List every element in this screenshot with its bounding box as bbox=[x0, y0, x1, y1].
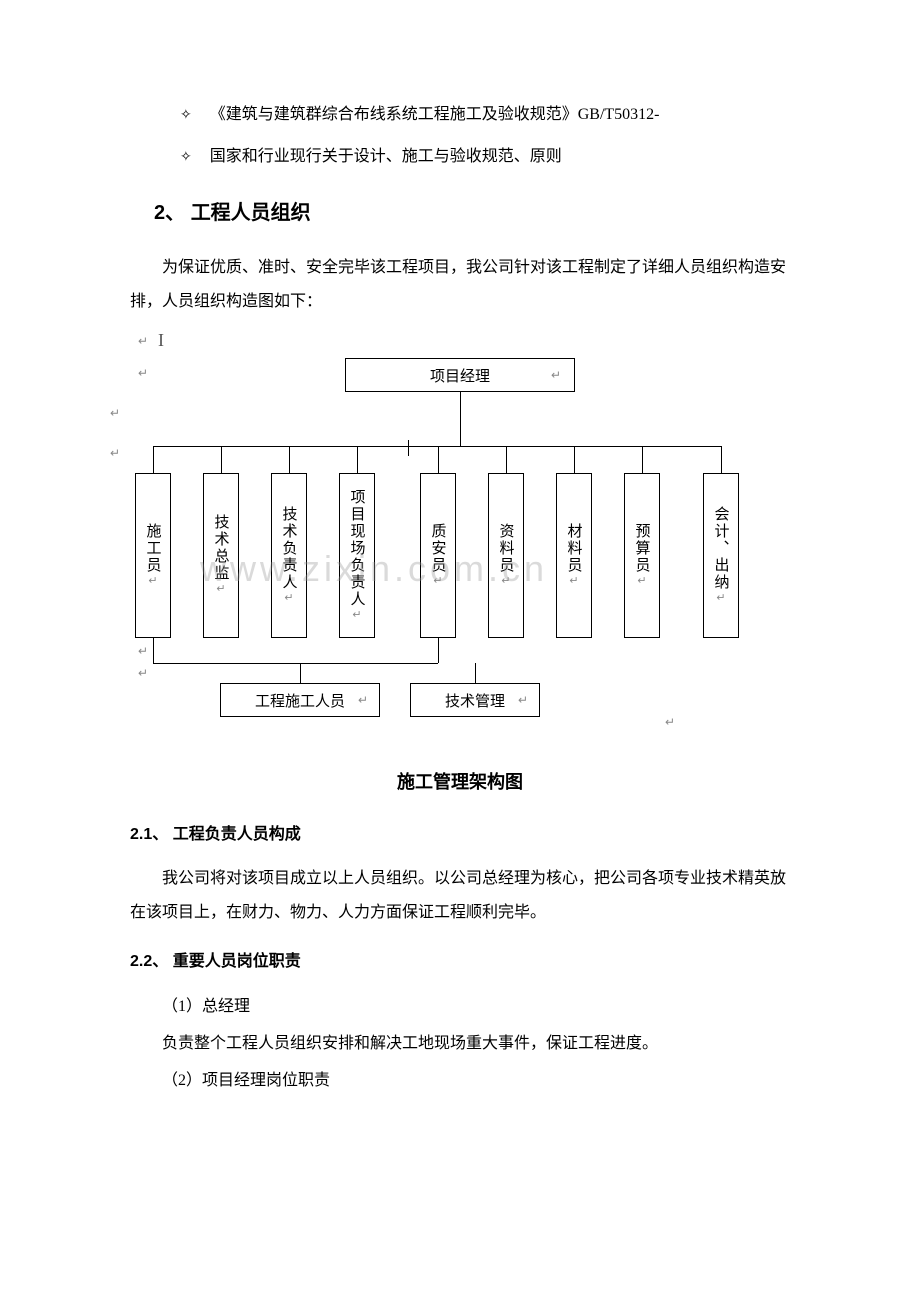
org-node-leaf: 会计、出纳 ↵ bbox=[703, 473, 739, 638]
diagram-caption: 施工管理架构图 bbox=[130, 768, 790, 794]
list-item: （2）项目经理岗位职责 bbox=[162, 1063, 790, 1100]
connector-line bbox=[475, 663, 476, 683]
connector-line bbox=[153, 663, 438, 664]
org-chart: ↵I↵↵↵项目经理↵施工员 ↵技术总监 ↵技术负责人 ↵项目现场负责人 ↵质安员… bbox=[120, 328, 780, 738]
connector-line bbox=[153, 638, 154, 663]
paragraph-mark-icon: ↵ bbox=[518, 693, 528, 708]
org-node-top: 项目经理 bbox=[345, 358, 575, 392]
paragraph-mark-icon: ↵ bbox=[138, 334, 148, 349]
connector-line bbox=[221, 446, 222, 473]
subsection-heading: 2.2、 重要人员岗位职责 bbox=[130, 947, 790, 971]
connector-line bbox=[642, 446, 643, 473]
connector-line bbox=[153, 446, 154, 473]
subsection-title: 重要人员岗位职责 bbox=[173, 953, 301, 970]
section-number: 2、 bbox=[154, 202, 185, 224]
section-title: 工程人员组织 bbox=[191, 202, 311, 224]
connector-line bbox=[357, 446, 358, 473]
list-item: 负责整个工程人员组织安排和解决工地现场重大事件，保证工程进度。 bbox=[162, 1026, 790, 1063]
paragraph-mark-icon: ↵ bbox=[551, 368, 561, 383]
org-node-bottom: 工程施工人员 bbox=[220, 683, 380, 717]
body-paragraph: 我公司将对该项目成立以上人员组织。以公司总经理为核心，把公司各项专业技术精英放在… bbox=[130, 862, 790, 929]
connector-line bbox=[438, 446, 439, 473]
list-item: （1）总经理 bbox=[162, 989, 790, 1026]
connector-line bbox=[574, 446, 575, 473]
connector-line bbox=[721, 446, 722, 473]
org-node-leaf: 施工员 ↵ bbox=[135, 473, 171, 638]
subsection-heading: 2.1、 工程负责人员构成 bbox=[130, 820, 790, 844]
paragraph-mark-icon: ↵ bbox=[110, 406, 120, 421]
subsection-number: 2.1、 bbox=[130, 826, 168, 843]
org-node-leaf: 技术负责人 ↵ bbox=[271, 473, 307, 638]
org-node-leaf: 项目现场负责人 ↵ bbox=[339, 473, 375, 638]
connector-line bbox=[153, 446, 721, 447]
paragraph-mark-icon: ↵ bbox=[665, 715, 675, 730]
subsection-title: 工程负责人员构成 bbox=[173, 826, 301, 843]
paragraph-mark-icon: ↵ bbox=[110, 446, 120, 461]
org-node-leaf: 预算员 ↵ bbox=[624, 473, 660, 638]
connector-line bbox=[438, 638, 439, 663]
diamond-icon: ✧ bbox=[180, 107, 192, 124]
org-node-leaf: 材料员 ↵ bbox=[556, 473, 592, 638]
org-node-leaf: 资料员 ↵ bbox=[488, 473, 524, 638]
section-heading: 2、 工程人员组织 bbox=[154, 196, 790, 225]
text-cursor-icon: I bbox=[158, 330, 164, 351]
org-node-leaf: 质安员 ↵ bbox=[420, 473, 456, 638]
diamond-icon: ✧ bbox=[180, 149, 192, 166]
bullet-item: ✧ 《建筑与建筑群综合布线系统工程施工及验收规范》GB/T50312- bbox=[180, 100, 790, 124]
subsection-number: 2.2、 bbox=[130, 953, 168, 970]
connector-line bbox=[408, 440, 409, 456]
connector-line bbox=[460, 392, 461, 446]
connector-line bbox=[289, 446, 290, 473]
paragraph-mark-icon: ↵ bbox=[138, 366, 148, 381]
connector-line bbox=[506, 446, 507, 473]
org-node-leaf: 技术总监 ↵ bbox=[203, 473, 239, 638]
paragraph-mark-icon: ↵ bbox=[138, 644, 148, 659]
bullet-text: 《建筑与建筑群综合布线系统工程施工及验收规范》GB/T50312- bbox=[210, 100, 660, 124]
paragraph-mark-icon: ↵ bbox=[358, 693, 368, 708]
bullet-text: 国家和行业现行关于设计、施工与验收规范、原则 bbox=[210, 142, 562, 166]
paragraph-mark-icon: ↵ bbox=[138, 666, 148, 681]
connector-line bbox=[300, 663, 301, 683]
intro-paragraph: 为保证优质、准时、安全完毕该工程项目，我公司针对该工程制定了详细人员组织构造安排… bbox=[130, 251, 790, 318]
bullet-item: ✧ 国家和行业现行关于设计、施工与验收规范、原则 bbox=[180, 142, 790, 166]
